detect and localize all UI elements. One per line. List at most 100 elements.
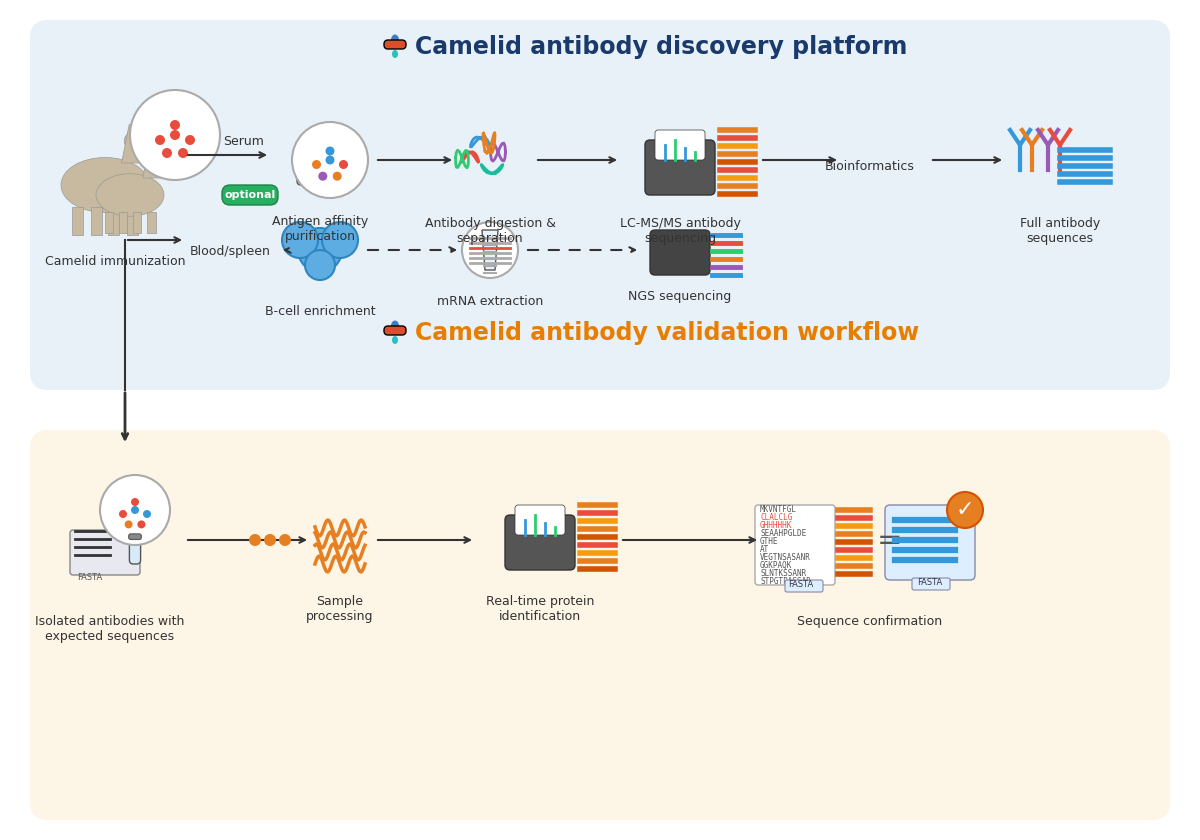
Polygon shape <box>119 212 127 234</box>
FancyBboxPatch shape <box>655 130 706 160</box>
Ellipse shape <box>61 157 149 213</box>
Text: Antibody digestion &
separation: Antibody digestion & separation <box>425 217 556 245</box>
FancyBboxPatch shape <box>505 515 575 570</box>
Polygon shape <box>143 148 162 178</box>
FancyBboxPatch shape <box>30 20 1170 390</box>
FancyBboxPatch shape <box>298 150 313 185</box>
Text: GGKPAQK: GGKPAQK <box>760 561 792 570</box>
Circle shape <box>250 534 262 546</box>
Text: GTHE: GTHE <box>760 537 779 546</box>
Text: Sequence confirmation: Sequence confirmation <box>798 615 942 628</box>
Circle shape <box>282 222 318 258</box>
Ellipse shape <box>145 153 166 170</box>
Polygon shape <box>104 212 113 234</box>
Text: mRNA extraction: mRNA extraction <box>437 295 544 308</box>
Ellipse shape <box>96 174 164 216</box>
Circle shape <box>170 120 180 130</box>
Text: SLNTKSSANR: SLNTKSSANR <box>760 569 806 578</box>
Circle shape <box>325 155 335 165</box>
Ellipse shape <box>391 34 400 45</box>
Circle shape <box>131 506 139 514</box>
Text: Real-time protein
identification: Real-time protein identification <box>486 595 594 623</box>
Ellipse shape <box>392 50 398 58</box>
FancyBboxPatch shape <box>515 505 565 535</box>
Ellipse shape <box>391 321 400 332</box>
Polygon shape <box>127 207 138 234</box>
Text: VEGTNSASANR: VEGTNSASANR <box>760 553 811 562</box>
FancyBboxPatch shape <box>785 580 823 592</box>
Circle shape <box>312 160 322 169</box>
Circle shape <box>130 90 220 180</box>
Text: Camelid antibody validation workflow: Camelid antibody validation workflow <box>415 321 919 345</box>
Text: Blood/spleen: Blood/spleen <box>190 245 271 258</box>
Text: AT: AT <box>760 545 769 554</box>
Circle shape <box>125 521 133 528</box>
FancyBboxPatch shape <box>296 142 314 150</box>
Circle shape <box>264 534 276 546</box>
Text: Camelid immunization: Camelid immunization <box>44 255 185 268</box>
Circle shape <box>143 510 151 518</box>
Text: optional: optional <box>224 190 276 200</box>
Ellipse shape <box>125 130 151 152</box>
Circle shape <box>119 510 127 518</box>
FancyBboxPatch shape <box>70 530 140 575</box>
Text: FASTA: FASTA <box>917 578 943 587</box>
Circle shape <box>298 228 342 272</box>
Text: Isolated antibodies with
expected sequences: Isolated antibodies with expected sequen… <box>35 615 185 643</box>
Text: Bioinformatics: Bioinformatics <box>826 160 914 173</box>
Text: STPGTPASSAR: STPGTPASSAR <box>760 577 811 586</box>
Text: GHHHHHK: GHHHHHK <box>760 521 792 530</box>
Circle shape <box>947 492 983 528</box>
Ellipse shape <box>392 336 398 344</box>
Polygon shape <box>148 212 156 234</box>
FancyBboxPatch shape <box>755 505 835 585</box>
Circle shape <box>155 135 166 145</box>
Text: LC-MS/MS antibody
sequencing: LC-MS/MS antibody sequencing <box>619 217 740 245</box>
FancyBboxPatch shape <box>384 40 406 49</box>
Circle shape <box>305 250 335 280</box>
Text: ✓: ✓ <box>955 500 974 520</box>
Text: Antigen affinity
purification: Antigen affinity purification <box>272 215 368 243</box>
Text: B-cell enrichment: B-cell enrichment <box>265 305 376 318</box>
Circle shape <box>170 130 180 140</box>
FancyBboxPatch shape <box>130 539 140 564</box>
Circle shape <box>185 135 196 145</box>
Circle shape <box>138 521 145 528</box>
FancyBboxPatch shape <box>128 534 142 539</box>
Text: FASTA: FASTA <box>788 580 814 589</box>
Circle shape <box>280 534 292 546</box>
Circle shape <box>100 475 170 545</box>
FancyBboxPatch shape <box>650 230 710 275</box>
Circle shape <box>318 171 328 181</box>
Circle shape <box>292 122 368 198</box>
Polygon shape <box>91 207 102 234</box>
FancyBboxPatch shape <box>646 140 715 195</box>
Polygon shape <box>132 212 142 234</box>
Polygon shape <box>108 207 119 234</box>
Polygon shape <box>72 207 83 234</box>
FancyBboxPatch shape <box>30 430 1170 820</box>
Polygon shape <box>482 230 498 270</box>
Text: Full antibody
sequences: Full antibody sequences <box>1020 217 1100 245</box>
Text: Camelid antibody discovery platform: Camelid antibody discovery platform <box>415 35 907 59</box>
Circle shape <box>131 498 139 506</box>
Polygon shape <box>121 124 146 163</box>
FancyBboxPatch shape <box>384 326 406 335</box>
Circle shape <box>162 148 172 158</box>
Text: FASTA: FASTA <box>77 573 103 582</box>
Circle shape <box>322 222 358 258</box>
Circle shape <box>332 171 342 181</box>
Text: NGS sequencing: NGS sequencing <box>629 290 732 303</box>
Text: Sample
processing: Sample processing <box>306 595 373 623</box>
Circle shape <box>340 160 348 169</box>
FancyBboxPatch shape <box>222 185 278 205</box>
Text: Serum: Serum <box>223 135 264 148</box>
Text: CLALCLG: CLALCLG <box>760 513 792 522</box>
FancyBboxPatch shape <box>912 578 950 590</box>
Circle shape <box>325 146 335 155</box>
FancyBboxPatch shape <box>886 505 976 580</box>
Text: =: = <box>877 526 902 554</box>
Text: SEAAHPGLDE: SEAAHPGLDE <box>760 529 806 538</box>
Circle shape <box>462 222 518 278</box>
Circle shape <box>178 148 188 158</box>
